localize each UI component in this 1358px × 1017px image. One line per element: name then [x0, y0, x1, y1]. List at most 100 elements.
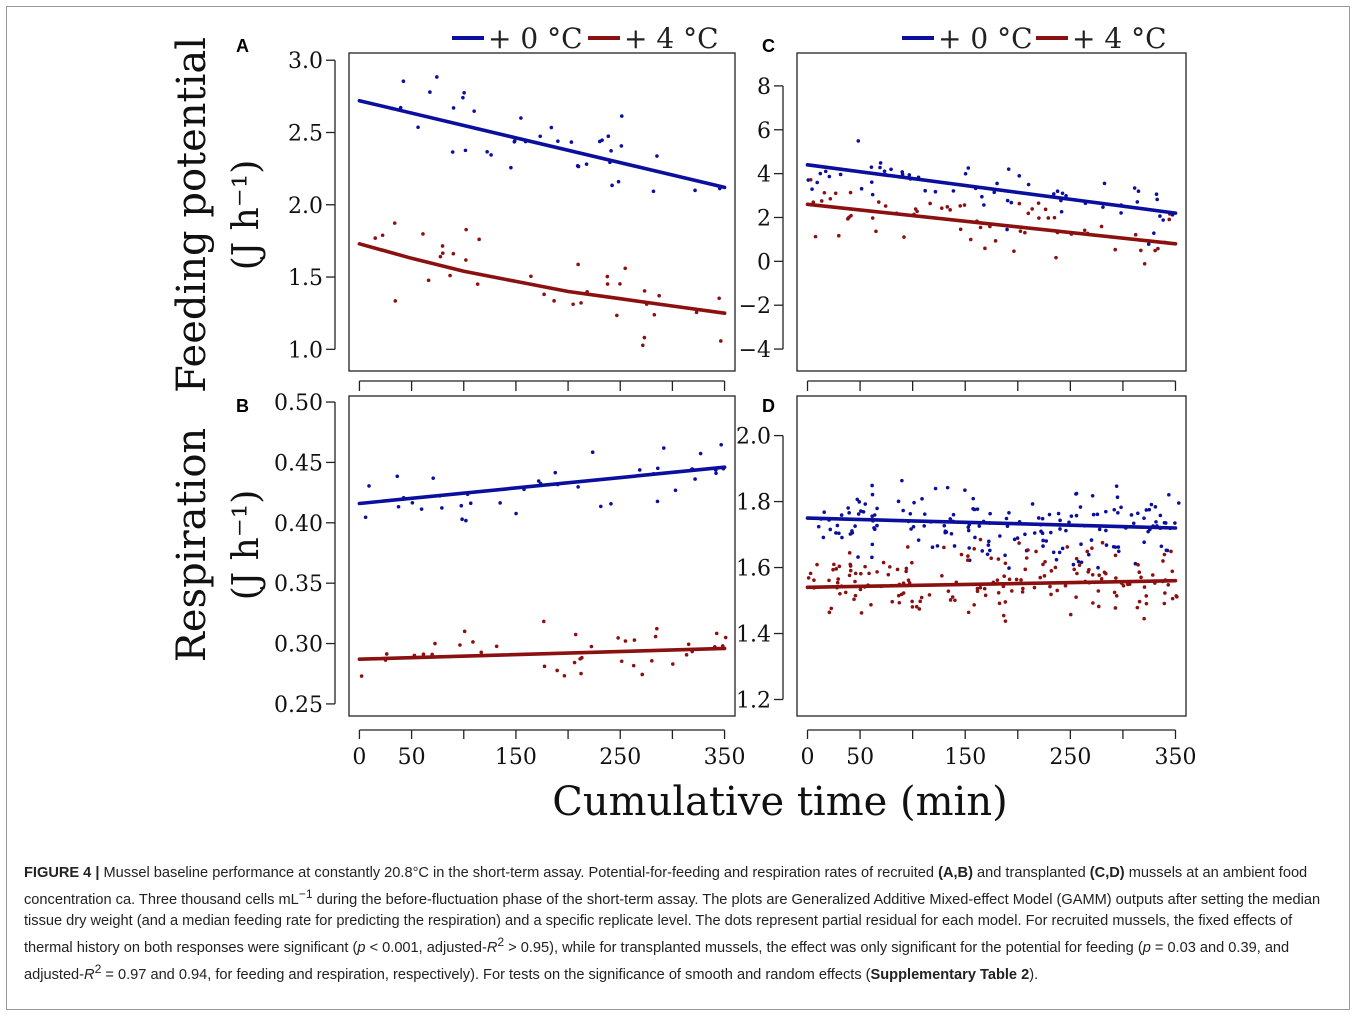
- caption-text-5: < 0.001, adjusted-: [365, 939, 487, 956]
- residual-point: [859, 611, 864, 615]
- residual-point: [576, 485, 580, 489]
- residual-point: [1074, 595, 1078, 599]
- residual-point: [988, 511, 992, 516]
- x-tick-label: 50: [398, 745, 426, 770]
- residual-point: [590, 450, 595, 455]
- residual-point: [1077, 563, 1082, 567]
- residual-point: [949, 531, 954, 536]
- caption-text-9: ).: [1029, 966, 1039, 983]
- y-label-bottom-line2: (J h⁻¹): [226, 490, 267, 601]
- residual-point: [973, 535, 977, 540]
- residual-point: [471, 640, 475, 644]
- residual-point: [943, 529, 948, 533]
- residual-point: [673, 488, 678, 493]
- residual-point: [1163, 591, 1167, 595]
- residual-point: [619, 659, 624, 664]
- fit-line-d-4c: [805, 578, 1178, 590]
- residual-point: [853, 571, 858, 576]
- residual-point: [1078, 505, 1083, 509]
- residual-point: [428, 90, 432, 94]
- residual-point: [717, 296, 721, 301]
- residual-point: [1007, 510, 1011, 515]
- residual-point: [838, 172, 843, 177]
- residual-point: [848, 562, 853, 567]
- residual-point: [982, 203, 986, 207]
- residual-point: [1054, 557, 1059, 562]
- y-label-bottom-group-2: (J h⁻¹): [226, 490, 267, 601]
- residual-point: [945, 485, 950, 490]
- residual-point: [874, 229, 878, 234]
- residual-point: [812, 578, 816, 582]
- residual-point: [485, 149, 489, 154]
- residual-point: [410, 500, 415, 505]
- residual-point: [1069, 514, 1074, 518]
- residual-point: [718, 339, 723, 343]
- residual-point: [1042, 574, 1047, 578]
- residual-point: [834, 567, 839, 571]
- residual-point: [1006, 167, 1011, 171]
- residual-point: [996, 557, 1001, 561]
- residual-point: [1074, 513, 1079, 518]
- residual-point: [870, 192, 875, 197]
- residual-point: [900, 478, 904, 483]
- residual-point: [837, 233, 841, 238]
- residual-point: [847, 511, 851, 515]
- legend-label-4c-right: + 4 °C: [1072, 22, 1167, 55]
- residual-point: [966, 528, 971, 533]
- residual-point: [875, 523, 879, 528]
- caption-text-4: during the before-fluctuation phase of t…: [24, 891, 1321, 956]
- residual-point: [1136, 189, 1141, 193]
- residual-point: [988, 548, 992, 553]
- residual-point: [978, 585, 983, 590]
- residual-point: [1142, 516, 1146, 520]
- y-tick-label: 3.0: [288, 49, 323, 74]
- residual-dots-b-0: [363, 443, 726, 523]
- residual-point: [562, 673, 567, 678]
- y-tick-label: 2: [757, 206, 771, 231]
- residual-point: [916, 538, 921, 542]
- residual-point: [915, 209, 919, 214]
- panel-b: 0.25 0.30 0.35 0.40 0.45 0.50 0 50 150 250 350: [274, 391, 746, 770]
- residual-point: [460, 517, 464, 522]
- residual-point: [1003, 600, 1008, 604]
- y-tick-label: 1.0: [288, 338, 323, 363]
- residual-point: [1036, 516, 1041, 520]
- residual-point: [1023, 567, 1028, 572]
- residual-point: [827, 174, 832, 179]
- residual-point: [948, 598, 953, 602]
- y-tick-label: 1.4: [736, 623, 771, 648]
- residual-point: [1036, 201, 1041, 205]
- residual-point: [1161, 218, 1165, 222]
- y-tick-label: 0.40: [274, 512, 323, 537]
- residual-point: [858, 587, 863, 592]
- residual-point: [975, 507, 980, 511]
- residual-point: [840, 535, 844, 540]
- residual-point: [541, 619, 546, 624]
- plot-border-c: [796, 52, 1187, 372]
- residual-point: [1146, 529, 1150, 534]
- residual-point: [835, 580, 840, 585]
- residual-point: [1166, 583, 1171, 587]
- residual-point: [684, 653, 689, 657]
- residual-point: [1116, 545, 1121, 549]
- residual-point: [901, 508, 905, 513]
- residual-point: [890, 599, 895, 604]
- residual-point: [972, 546, 977, 551]
- residual-point: [831, 567, 835, 572]
- residual-point: [1055, 588, 1060, 593]
- x-tick-label: 150: [495, 745, 537, 770]
- residual-point: [438, 254, 443, 259]
- residual-point: [997, 601, 1002, 606]
- residual-point: [1170, 596, 1175, 601]
- residual-point: [610, 183, 614, 188]
- residual-point: [1075, 571, 1079, 576]
- residual-point: [959, 552, 964, 557]
- residual-point: [1043, 559, 1047, 564]
- residual-point: [869, 165, 874, 169]
- residual-point: [698, 451, 703, 456]
- residual-point: [1064, 194, 1068, 198]
- residual-point: [846, 217, 850, 221]
- residual-point: [808, 177, 813, 182]
- panel-letter-a: A: [236, 36, 249, 56]
- residual-point: [1085, 549, 1090, 554]
